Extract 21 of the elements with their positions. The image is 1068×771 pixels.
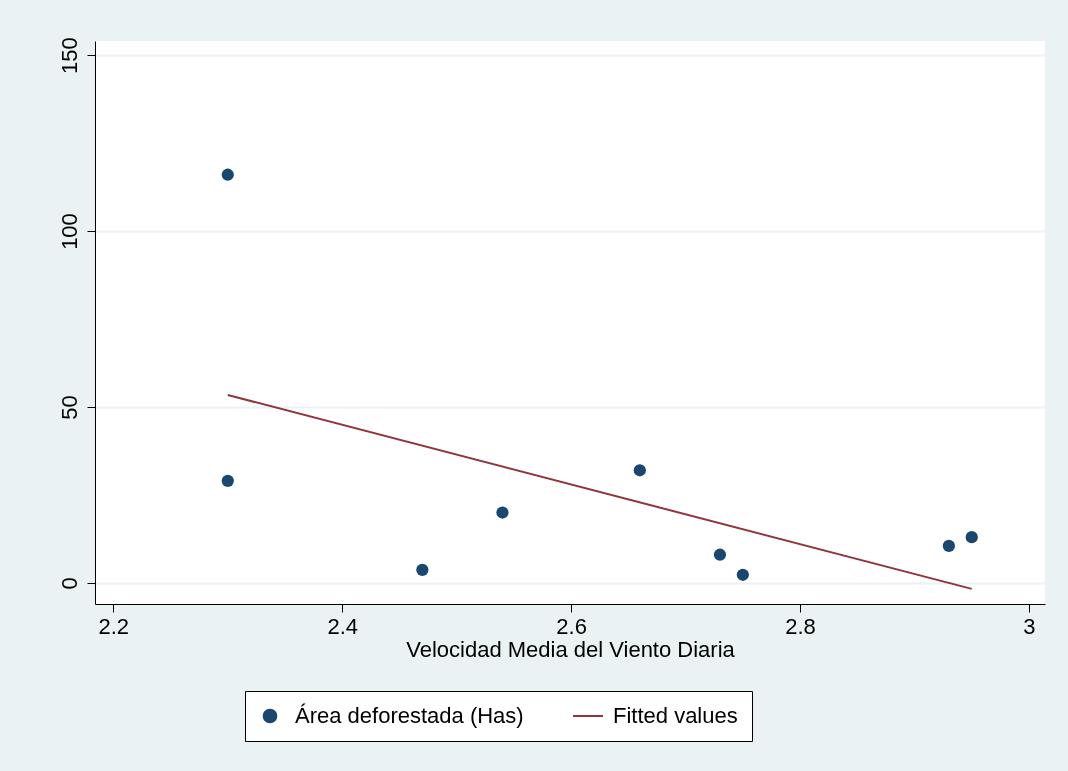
x-tick-label: 2.4 (327, 613, 359, 639)
y-tick-label: 0 (56, 577, 82, 590)
legend-label: Área deforestada (Has) (295, 703, 524, 728)
point (736, 568, 749, 581)
x-axis-title: Velocidad Media del Viento Diaria (406, 636, 736, 662)
point (633, 464, 646, 477)
y-tick-label: 150 (56, 37, 82, 74)
y-tick-label: 50 (56, 395, 82, 420)
point (221, 168, 234, 181)
point (416, 563, 429, 576)
point (496, 506, 509, 519)
x-tick-label: 2.6 (556, 613, 587, 639)
x-tick-label: 2.8 (785, 613, 816, 639)
x-tick-label: 3 (1023, 613, 1036, 639)
point (221, 474, 234, 487)
y-tick-label: 100 (56, 213, 82, 250)
point (942, 539, 955, 553)
legend-label: Fitted values (613, 703, 738, 728)
x-tick-label: 2.2 (98, 613, 130, 639)
point (965, 531, 978, 544)
point (713, 548, 727, 561)
